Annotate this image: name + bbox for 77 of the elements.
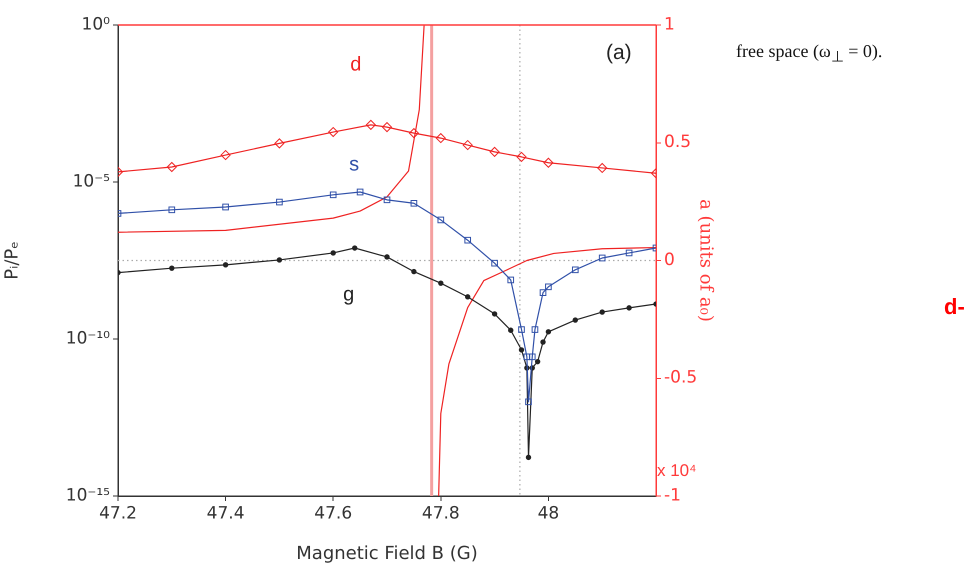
point — [508, 328, 514, 333]
point — [540, 289, 546, 296]
point — [543, 158, 554, 168]
point — [437, 216, 444, 224]
point — [356, 188, 364, 196]
point — [532, 326, 538, 333]
y2-tick-label: 0.5 — [664, 132, 692, 152]
point — [464, 236, 472, 244]
point — [492, 311, 498, 317]
point — [540, 339, 546, 345]
text: x 10⁴ — [657, 461, 696, 480]
x-axis-title: Magnetic Field B (G) — [296, 542, 478, 564]
text: d — [350, 53, 362, 76]
x-tick-label: 47.4 — [206, 504, 245, 524]
point — [222, 204, 229, 210]
y2-tick-label: -0.5 — [664, 368, 698, 388]
point — [507, 276, 514, 284]
point — [526, 454, 532, 460]
text: free space (ω$_{⊥}$ = 0). — [736, 41, 882, 66]
y-tick-label: 10⁻¹⁵ — [66, 485, 110, 506]
y2-tick-label: 1 — [664, 14, 675, 34]
point — [626, 305, 632, 311]
point — [597, 162, 608, 173]
y-tick-label: 10⁰ — [82, 14, 110, 34]
point — [366, 120, 376, 130]
point — [626, 250, 632, 256]
point — [166, 162, 177, 172]
point — [220, 150, 231, 160]
x-tick-label: 47.2 — [99, 504, 137, 524]
point — [534, 358, 540, 364]
y2-tick-label: 0 — [664, 250, 675, 270]
point — [274, 138, 284, 148]
point — [518, 326, 525, 333]
y-tick-label: 10⁻⁵ — [72, 171, 110, 192]
point — [600, 309, 605, 315]
point — [276, 257, 282, 263]
point — [465, 294, 470, 300]
point — [168, 206, 176, 214]
point — [525, 398, 532, 406]
point — [276, 198, 283, 206]
point — [352, 245, 358, 251]
y-axis-title: Pᵢ/Pₑ — [1, 241, 22, 280]
point — [524, 354, 530, 360]
series-label: g — [343, 284, 354, 306]
point — [436, 133, 446, 144]
point — [572, 266, 579, 274]
x-tick-label: 48 — [538, 504, 560, 524]
point — [222, 262, 228, 268]
y2-tick-label: -1 — [664, 485, 681, 506]
point — [545, 283, 552, 290]
point — [518, 347, 524, 353]
point — [328, 127, 338, 138]
x-tick-label: 47.6 — [314, 504, 352, 524]
point — [169, 265, 174, 271]
point — [330, 192, 337, 198]
point — [384, 254, 390, 260]
point — [330, 250, 336, 256]
point — [490, 146, 500, 157]
point — [491, 260, 498, 266]
point — [382, 122, 392, 132]
point — [516, 152, 526, 162]
point — [528, 354, 536, 360]
x-tick-label: 47.8 — [422, 504, 460, 524]
annotation: (a) — [606, 41, 632, 64]
point — [462, 140, 473, 150]
point — [598, 254, 606, 262]
point — [410, 200, 418, 207]
y2-axis-title: a (units of a₀) — [696, 199, 717, 322]
text: d- — [944, 294, 965, 319]
point — [546, 329, 552, 334]
point — [438, 280, 444, 286]
point — [384, 196, 390, 204]
y-tick-label: 10⁻¹⁰ — [66, 328, 110, 348]
point — [572, 317, 578, 323]
point — [411, 268, 417, 274]
series-label: s — [349, 154, 360, 176]
point — [408, 128, 419, 138]
